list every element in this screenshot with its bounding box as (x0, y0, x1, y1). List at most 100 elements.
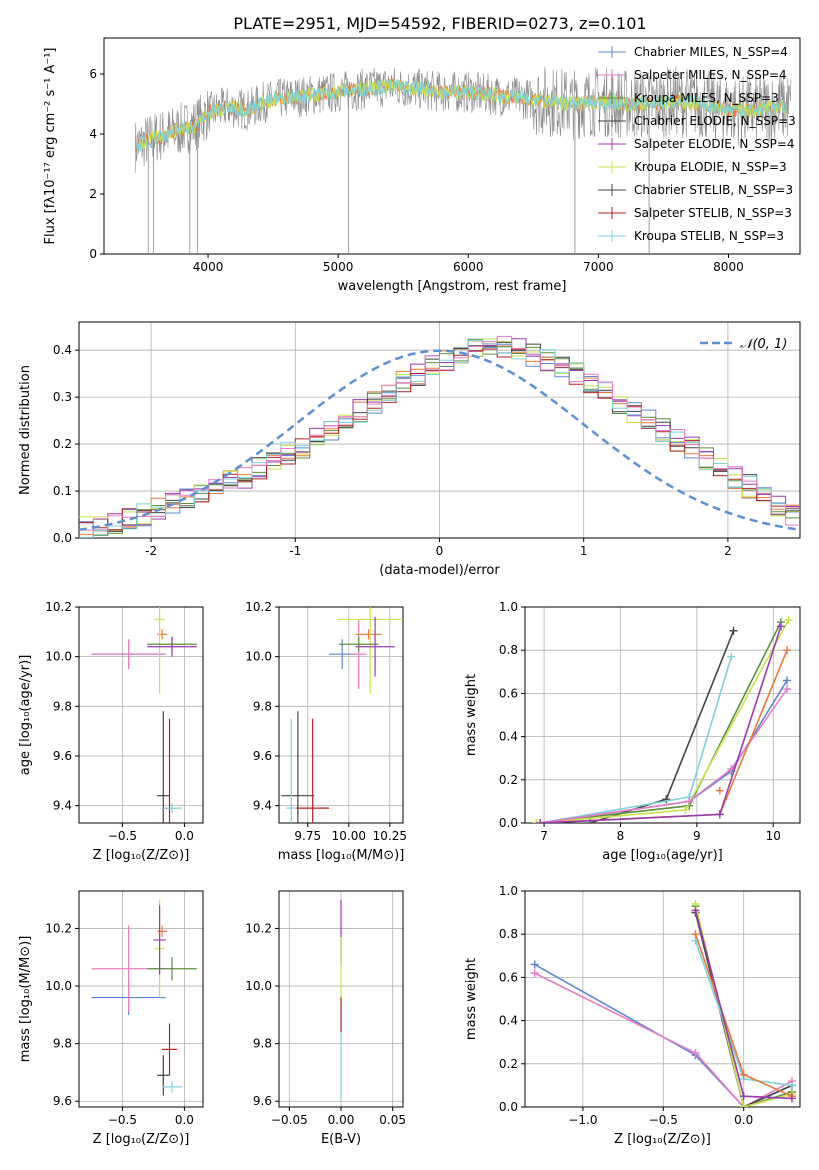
x-tick-label: 9 (693, 829, 701, 843)
x-tick-label: 2 (724, 544, 732, 558)
y-tick-label: 10.0 (45, 650, 72, 664)
panel-mass_vs_Z: −0.5 0.0 9.6 9.8 10.0 10.2 Z [log₁₀(Z/Z⊙)] mass… (18, 890, 204, 1147)
y-tick-label: 0.1 (53, 484, 72, 498)
y-axis-label: Normed distribution (18, 365, 33, 495)
y-tick-label: 1.0 (499, 600, 518, 614)
y-tick-label: 9.8 (53, 699, 72, 713)
y-tick-label: 9.8 (53, 1037, 72, 1051)
legend-label: Kroupa MILES, N_SSP=3 (634, 91, 779, 105)
axes-frame (103, 37, 801, 255)
axes-frame (524, 890, 801, 1108)
y-axis-label: Flux [fλ10⁻¹⁷ erg cm⁻² s⁻¹ A⁻¹] (43, 48, 58, 245)
y-tick-label: 9.4 (53, 799, 72, 813)
y-tick-label: 0.0 (499, 1100, 518, 1114)
x-tick-label: −0.5 (649, 1113, 678, 1127)
x-axis-label: (data-model)/error (379, 563, 500, 578)
y-tick-label: 0.2 (53, 437, 72, 451)
x-tick-label: −0.05 (271, 1113, 308, 1127)
y-tick-label: 4 (89, 127, 97, 141)
legend-label: Chabrier STELIB, N_SSP=3 (634, 183, 793, 197)
y-tick-label: 1.0 (499, 884, 518, 898)
legend-label: 𝒩(0, 1) (740, 337, 787, 352)
weight-line (540, 688, 788, 823)
errorbars (281, 607, 403, 823)
panel-mass_vs_ebv: −0.05 0.00 0.05 9.6 9.8 10.0 10.2 E(B-V) (245, 890, 406, 1147)
panel-residuals: -2 -1 0 1 2 0.0 0.1 0.2 0.3 0.4 (data-model)/error… (18, 321, 801, 578)
legend-label: Salpeter STELIB, N_SSP=3 (634, 206, 792, 220)
x-axis-label: mass [log₁₀(M/M⊙)] (278, 848, 405, 863)
y-tick-label: 0.0 (499, 816, 518, 830)
y-tick-label: 0.8 (499, 927, 518, 941)
x-tick-label: 0 (436, 544, 444, 558)
legend-label: Salpeter ELODIE, N_SSP=4 (634, 137, 795, 151)
x-tick-label: 0.05 (379, 1113, 406, 1127)
histograms (79, 335, 800, 538)
weight-lines (532, 615, 793, 823)
residuals-legend: 𝒩(0, 1) (700, 337, 787, 352)
axes-frame (78, 606, 204, 824)
legend-label: Kroupa ELODIE, N_SSP=3 (634, 160, 787, 174)
spectrum-legend: Chabrier MILES, N_SSP=4 Salpeter MILES, N… (598, 45, 796, 243)
y-axis-label: age [log₁₀(age/yr)] (18, 655, 33, 776)
y-tick-label: 10.0 (45, 979, 72, 993)
x-tick-label: 0.0 (734, 1113, 753, 1127)
figure-title: PLATE=2951, MJD=54592, FIBERID=0273, z=0… (233, 14, 646, 33)
weight-line (534, 972, 793, 1107)
y-tick-label: 0.6 (499, 970, 518, 984)
x-tick-label: 0.00 (328, 1113, 355, 1127)
x-tick-label: 8000 (713, 260, 744, 274)
y-tick-label: 10.2 (45, 600, 72, 614)
weight-line (536, 621, 782, 823)
x-tick-label: 0.0 (175, 1113, 194, 1127)
legend-label: Chabrier MILES, N_SSP=4 (634, 45, 788, 59)
x-tick-label: 9.75 (294, 829, 321, 843)
y-tick-label: 0.2 (499, 773, 518, 787)
weight-lines (530, 899, 796, 1107)
x-axis-label: Z [log₁₀(Z/Z⊙)] (614, 1132, 711, 1147)
y-tick-label: 0.6 (499, 686, 518, 700)
y-tick-label: 9.4 (253, 799, 272, 813)
gaussian-curve (79, 349, 800, 532)
x-tick-label: 10.25 (373, 829, 407, 843)
y-tick-label: 0.8 (499, 643, 518, 657)
y-tick-label: 0.4 (499, 1014, 518, 1028)
x-tick-label: 4000 (193, 260, 224, 274)
model-spectrum (136, 78, 788, 152)
y-tick-label: 10.2 (245, 921, 272, 935)
x-tick-label: -1 (289, 544, 301, 558)
x-tick-label: 1 (580, 544, 588, 558)
y-tick-label: 0 (89, 247, 97, 261)
weight-line (589, 630, 735, 823)
x-tick-label: 0.0 (175, 829, 194, 843)
x-tick-label: 8 (617, 829, 625, 843)
x-tick-label: 6000 (453, 260, 484, 274)
x-tick-label: -2 (145, 544, 157, 558)
x-tick-label: 7 (540, 829, 548, 843)
x-axis-label: wavelength [Angstrom, rest frame] (338, 279, 567, 294)
y-tick-label: 10.0 (245, 650, 272, 664)
y-tick-label: 9.6 (53, 749, 72, 763)
y-tick-label: 0.4 (499, 730, 518, 744)
legend-label: Kroupa STELIB, N_SSP=3 (634, 229, 784, 243)
y-tick-label: 10.0 (245, 979, 272, 993)
observed-spectrum (134, 66, 792, 174)
y-tick-label: 0.2 (499, 1057, 518, 1071)
x-axis-label: Z [log₁₀(Z/Z⊙)] (93, 848, 190, 863)
x-tick-label: −1.0 (568, 1113, 597, 1127)
y-tick-label: 9.8 (253, 1037, 272, 1051)
legend-label: Chabrier ELODIE, N_SSP=3 (634, 114, 796, 128)
y-axis-label: mass weight (464, 958, 479, 1040)
axes-frame (524, 606, 801, 824)
spectrum-lines (134, 66, 792, 254)
x-tick-label: 5000 (323, 260, 354, 274)
y-tick-label: 0.0 (53, 531, 72, 545)
y-tick-label: 9.6 (53, 1094, 72, 1108)
y-tick-label: 9.6 (253, 749, 272, 763)
weight-line (540, 656, 733, 823)
errorbars (91, 899, 197, 1096)
model-spectrum (136, 77, 788, 152)
panel-age_vs_Z: −0.5 0.0 9.4 9.6 9.8 10.0 10.2 Z [log₁₀(Z/Z⊙)] a… (18, 600, 204, 863)
panel-massweight_vs_Z: −1.0 −0.5 0.0 0.0 0.2 0.4 0.6 0.8 1.0 Z [log₁₀(Z/… (464, 884, 801, 1147)
y-tick-label: 9.6 (253, 1094, 272, 1108)
